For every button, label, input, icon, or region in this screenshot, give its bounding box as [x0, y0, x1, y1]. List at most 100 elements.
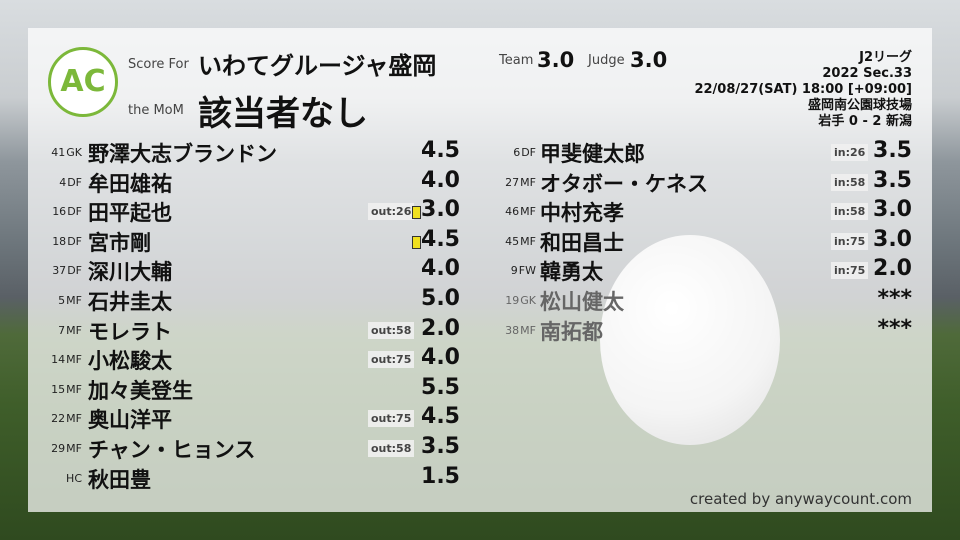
player-number-position: HC	[24, 472, 82, 485]
player-position: DF	[67, 205, 82, 219]
player-row: 7MF モレラト out:58 2.0	[0, 316, 460, 344]
player-name: 加々美登生	[88, 378, 193, 403]
player-number: 29	[51, 442, 66, 455]
player-number-position: 6DF	[478, 146, 536, 159]
player-name: 深川大輔	[88, 260, 172, 285]
player-score: 3.0	[873, 226, 912, 252]
player-position: GK	[520, 294, 536, 307]
player-number-position: 38MF	[478, 324, 536, 337]
player-score: 3.5	[421, 434, 460, 459]
player-row: 19GK 松山健太 ***	[0, 286, 960, 314]
player-number-position: 37DF	[24, 264, 82, 277]
player-number: 5	[58, 294, 66, 307]
player-row: 22MF 奥山洋平 out:75 4.5	[0, 404, 460, 433]
player-row: HC 秋田豊 1.5	[0, 464, 460, 492]
substitution-tag: in:75	[831, 262, 869, 280]
player-row: 14MF 小松駿太 out:75 4.0	[0, 345, 460, 374]
yellow-card-icon	[412, 206, 421, 220]
match-info: J2リーグ 2022 Sec.33 22/08/27(SAT) 18:00 [+…	[694, 50, 912, 130]
player-name: 中村充孝	[540, 201, 624, 226]
player-position: MF	[66, 323, 82, 337]
player-number-position: 9FW	[478, 264, 536, 277]
player-number-position: 18DF	[24, 235, 82, 248]
player-score: 3.5	[873, 167, 912, 193]
player-position: MF	[520, 175, 536, 189]
player-score: 4.5	[421, 138, 460, 163]
player-number-position: 29MF	[24, 442, 82, 455]
player-row: 18DF 宮市剛 4.5	[0, 227, 460, 255]
player-number: 9	[510, 264, 518, 278]
player-name: 松山健太	[540, 290, 624, 314]
player-score: 4.0	[421, 345, 460, 371]
player-number: 14	[51, 353, 66, 367]
player-number: 19	[505, 294, 520, 307]
player-row: 38MF 南拓都 ***	[0, 316, 960, 344]
judge-label: Judge	[588, 53, 625, 68]
player-name: 秋田豊	[88, 467, 151, 492]
result: 岩手 0 - 2 新潟	[818, 114, 912, 129]
player-name: 奥山洋平	[88, 408, 172, 433]
substitution-tag: out:58	[368, 321, 415, 339]
player-row: 45MF 和田昌士 in:75 3.0	[0, 227, 960, 255]
player-position: DF	[67, 175, 82, 189]
team-score: 3.0	[537, 48, 575, 72]
player-position: MF	[66, 442, 82, 455]
player-name: 和田昌士	[540, 230, 624, 255]
player-name: 甲斐健太郎	[540, 142, 645, 166]
player-row: 27MF オタボー・ケネス in:58 3.5	[0, 168, 960, 196]
player-number-position: 27MF	[478, 176, 536, 189]
score-for-label: Score For	[128, 57, 189, 72]
player-number-position: 46MF	[478, 205, 536, 218]
player-score: 2.0	[421, 315, 460, 341]
player-position: HC	[66, 471, 82, 485]
player-position: MF	[66, 412, 82, 426]
player-number: 15	[51, 382, 66, 396]
player-name: 韓勇太	[540, 260, 603, 285]
player-position: FW	[518, 264, 536, 278]
player-score: 4.0	[421, 167, 460, 193]
datetime: 22/08/27(SAT) 18:00 [+09:00]	[694, 82, 912, 97]
player-number-position: 5MF	[24, 294, 82, 307]
player-number-position: 22MF	[24, 412, 82, 425]
player-number: 7	[58, 323, 66, 337]
player-name: 小松駿太	[88, 349, 172, 374]
player-position: MF	[520, 205, 536, 219]
player-number: 37	[52, 264, 67, 278]
player-score: ***	[877, 286, 912, 311]
player-score: 4.5	[421, 404, 460, 430]
player-score: 5.5	[421, 374, 460, 400]
player-name: オタボー・ケネス	[540, 171, 708, 196]
player-score: 4.0	[421, 256, 460, 282]
substitution-tag: out:58	[368, 440, 415, 457]
anywaycount-logo: AC	[48, 47, 118, 117]
player-position: DF	[521, 146, 536, 159]
mom-value: 該当者なし	[198, 94, 368, 134]
player-position: MF	[520, 323, 536, 337]
substitution-tag: in:75	[831, 232, 869, 250]
player-score: 2.0	[873, 256, 912, 282]
player-name: 田平起也	[88, 201, 172, 226]
player-name: 宮市剛	[88, 230, 151, 255]
player-name: チャン・ヒョンス	[88, 438, 256, 462]
player-position: DF	[67, 234, 82, 248]
player-position: MF	[66, 382, 82, 396]
score-panel	[28, 28, 932, 512]
player-number: 22	[51, 412, 66, 426]
player-score: 3.5	[873, 138, 912, 163]
player-number-position: 7MF	[24, 324, 82, 337]
player-name: モレラト	[88, 319, 172, 344]
player-name: 石井圭太	[88, 290, 172, 314]
player-position: MF	[520, 234, 536, 248]
mom-label: the MoM	[128, 103, 184, 118]
yellow-card-icon	[412, 235, 421, 249]
player-number-position: 15MF	[24, 383, 82, 396]
player-row: 15MF 加々美登生 5.5	[0, 375, 460, 403]
player-row: 6DF 甲斐健太郎 in:26 3.5	[0, 138, 960, 166]
player-number-position: 41GK	[24, 146, 82, 159]
substitution-tag: out:26	[368, 203, 415, 221]
player-row: 9FW 韓勇太 in:75 2.0	[0, 256, 960, 284]
player-number: 27	[505, 175, 520, 189]
player-number-position: 19GK	[478, 294, 536, 307]
substitution-tag: in:26	[831, 144, 869, 161]
substitution-tag: out:75	[368, 410, 415, 428]
